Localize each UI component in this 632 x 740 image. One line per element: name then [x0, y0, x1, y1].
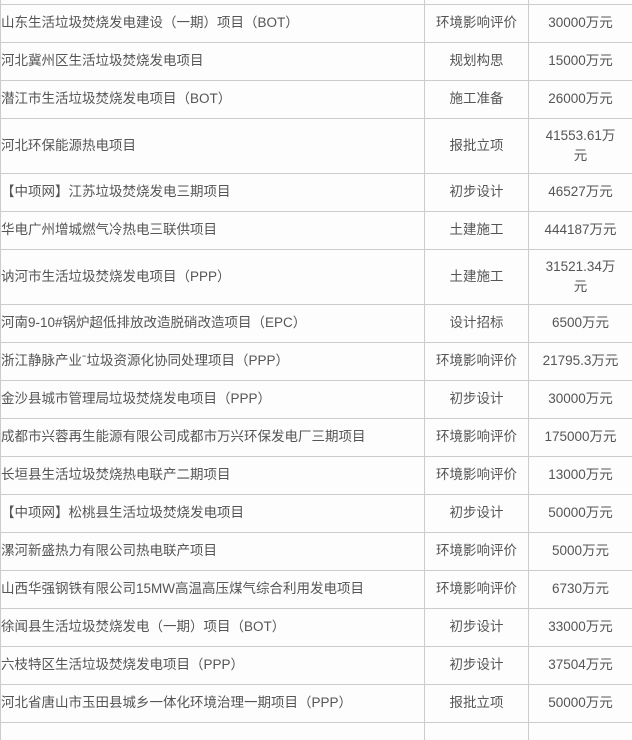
project-status-cell: 土建施工 — [424, 210, 529, 250]
table-row: 【中项网】松桃县生活垃圾焚烧发电项目 初步设计 50000万元 — [0, 493, 632, 533]
project-status-cell: 环境影响评价 — [424, 417, 529, 457]
project-amount-cell: 444187万元 — [528, 210, 632, 250]
project-amount-cell: 6730万元 — [528, 569, 632, 609]
table-row: 六枝特区生活垃圾焚烧发电项目（PPP） 初步设计 37504万元 — [0, 645, 632, 685]
project-name-cell: 浙江静脉产业ˉ垃圾资源化协同处理项目（PPP） — [0, 341, 425, 381]
project-name-cell: 长垣县生活垃圾焚烧热电联产二期项目 — [0, 455, 425, 495]
project-name-cell: 漯河新盛热力有限公司热电联产项目 — [0, 531, 425, 571]
project-status-cell: 环境影响评价 — [424, 569, 529, 609]
project-amount-cell: 50000万元 — [528, 493, 632, 533]
project-name-cell: 六枝特区生活垃圾焚烧发电项目（PPP） — [0, 645, 425, 685]
project-name-cell: 徐闻县生活垃圾焚烧发电（一期）项目（BOT） — [0, 607, 425, 647]
project-status-cell: 初步设计 — [424, 493, 529, 533]
project-name-cell: 讷河市生活垃圾焚烧发电项目（PPP） — [0, 248, 425, 305]
table-row: 讷河市生活垃圾焚烧发电项目（PPP） 土建施工 31521.34万 元 — [0, 248, 632, 305]
project-name-cell: 山西华强钢铁有限公司15MW高温高压煤气综合利用发电项目 — [0, 569, 425, 609]
project-amount-cell: 41553.61万 元 — [528, 117, 632, 174]
project-name-cell: 潜江市生活垃圾焚烧发电项目（BOT） — [0, 79, 425, 119]
project-name-cell: 【中项网】江苏垃圾焚烧发电三期项目 — [0, 172, 425, 212]
table-row: 徐闻县生活垃圾焚烧发电（一期）项目（BOT） 初步设计 33000万元 — [0, 607, 632, 647]
project-status-cell: 环境影响评价 — [424, 3, 529, 43]
project-status-cell: 规划构思 — [424, 41, 529, 81]
project-status-cell: 环境影响评价 — [424, 531, 529, 571]
project-name-cell: 成都市兴蓉再生能源有限公司成都市万兴环保发电厂三期项目 — [0, 417, 425, 457]
table-row: 金沙县城市管理局垃圾焚烧发电项目（PPP） 初步设计 30000万元 — [0, 379, 632, 419]
project-name-cell: 【中项网】松桃县生活垃圾焚烧发电项目 — [0, 493, 425, 533]
project-amount-cell: 15000万元 — [528, 41, 632, 81]
project-amount-cell: 46527万元 — [528, 172, 632, 212]
project-status-cell: 初步设计 — [424, 607, 529, 647]
partial-row-bottom — [0, 721, 632, 740]
table-row: 河北冀州区生活垃圾焚烧发电项目 规划构思 15000万元 — [0, 41, 632, 81]
table-row: 潜江市生活垃圾焚烧发电项目（BOT） 施工准备 26000万元 — [0, 79, 632, 119]
project-amount-cell: 13000万元 — [528, 455, 632, 495]
table-row: 河北环保能源热电项目 报批立项 41553.61万 元 — [0, 117, 632, 174]
project-name-cell: 河北冀州区生活垃圾焚烧发电项目 — [0, 41, 425, 81]
project-amount-cell: 6500万元 — [528, 303, 632, 343]
project-name-cell: 金沙县城市管理局垃圾焚烧发电项目（PPP） — [0, 379, 425, 419]
table-row: 山东生活垃圾焚烧发电建设（一期）项目（BOT） 环境影响评价 30000万元 — [0, 3, 632, 43]
project-status-cell: 初步设计 — [424, 379, 529, 419]
project-amount-cell: 33000万元 — [528, 607, 632, 647]
project-status-cell: 初步设计 — [424, 172, 529, 212]
project-amount-cell: 30000万元 — [528, 3, 632, 43]
partial-cell — [0, 721, 425, 740]
table-row: 河南9-10#锅炉超低排放改造脱硝改造项目（EPC） 设计招标 6500万元 — [0, 303, 632, 343]
table-row: 华电广州增城燃气冷热电三联供项目 土建施工 444187万元 — [0, 210, 632, 250]
project-amount-cell: 31521.34万 元 — [528, 248, 632, 305]
project-amount-cell: 5000万元 — [528, 531, 632, 571]
project-amount-cell: 37504万元 — [528, 645, 632, 685]
project-name-cell: 河北环保能源热电项目 — [0, 117, 425, 174]
table-row: 浙江静脉产业ˉ垃圾资源化协同处理项目（PPP） 环境影响评价 21795.3万元 — [0, 341, 632, 381]
project-amount-cell: 30000万元 — [528, 379, 632, 419]
project-name-cell: 河南9-10#锅炉超低排放改造脱硝改造项目（EPC） — [0, 303, 425, 343]
project-status-cell: 土建施工 — [424, 248, 529, 305]
partial-cell — [528, 721, 632, 740]
project-amount-cell: 50000万元 — [528, 683, 632, 723]
project-status-cell: 施工准备 — [424, 79, 529, 119]
project-status-cell: 环境影响评价 — [424, 455, 529, 495]
table-row: 长垣县生活垃圾焚烧热电联产二期项目 环境影响评价 13000万元 — [0, 455, 632, 495]
project-amount-cell: 175000万元 — [528, 417, 632, 457]
project-amount-cell: 26000万元 — [528, 79, 632, 119]
table-row: 山西华强钢铁有限公司15MW高温高压煤气综合利用发电项目 环境影响评价 6730… — [0, 569, 632, 609]
table-row: 河北省唐山市玉田县城乡一体化环境治理一期项目（PPP） 报批立项 50000万元 — [0, 683, 632, 723]
table-row: 漯河新盛热力有限公司热电联产项目 环境影响评价 5000万元 — [0, 531, 632, 571]
project-status-cell: 初步设计 — [424, 645, 529, 685]
table-row: 成都市兴蓉再生能源有限公司成都市万兴环保发电厂三期项目 环境影响评价 17500… — [0, 417, 632, 457]
project-name-cell: 华电广州增城燃气冷热电三联供项目 — [0, 210, 425, 250]
project-status-cell: 环境影响评价 — [424, 341, 529, 381]
project-name-cell: 河北省唐山市玉田县城乡一体化环境治理一期项目（PPP） — [0, 683, 425, 723]
project-amount-cell: 21795.3万元 — [528, 341, 632, 381]
table-row: 【中项网】江苏垃圾焚烧发电三期项目 初步设计 46527万元 — [0, 172, 632, 212]
project-name-cell: 山东生活垃圾焚烧发电建设（一期）项目（BOT） — [0, 3, 425, 43]
project-status-cell: 报批立项 — [424, 117, 529, 174]
partial-cell — [424, 721, 529, 740]
project-status-cell: 设计招标 — [424, 303, 529, 343]
project-status-cell: 报批立项 — [424, 683, 529, 723]
